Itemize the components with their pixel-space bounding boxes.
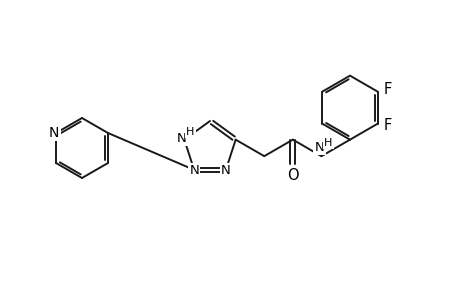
- Text: N: N: [314, 141, 324, 154]
- Text: F: F: [383, 118, 391, 133]
- Text: N: N: [189, 164, 199, 177]
- Text: F: F: [383, 82, 391, 97]
- Text: H: H: [324, 138, 332, 148]
- Text: N: N: [49, 126, 59, 140]
- Text: N: N: [176, 132, 186, 145]
- Text: H: H: [186, 127, 194, 137]
- Text: N: N: [220, 164, 230, 177]
- Text: O: O: [286, 168, 298, 183]
